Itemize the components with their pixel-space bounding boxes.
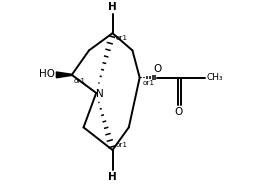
Text: O: O: [174, 108, 183, 117]
Text: or1: or1: [73, 78, 85, 84]
Text: or1: or1: [142, 80, 154, 86]
Text: or1: or1: [115, 35, 127, 41]
Text: or1: or1: [115, 142, 127, 148]
Text: CH₃: CH₃: [207, 73, 223, 82]
Text: N: N: [96, 89, 104, 99]
Text: H: H: [108, 2, 117, 12]
Text: HO: HO: [39, 69, 55, 79]
Text: O: O: [153, 64, 162, 74]
Polygon shape: [56, 72, 72, 78]
Text: H: H: [108, 172, 117, 182]
